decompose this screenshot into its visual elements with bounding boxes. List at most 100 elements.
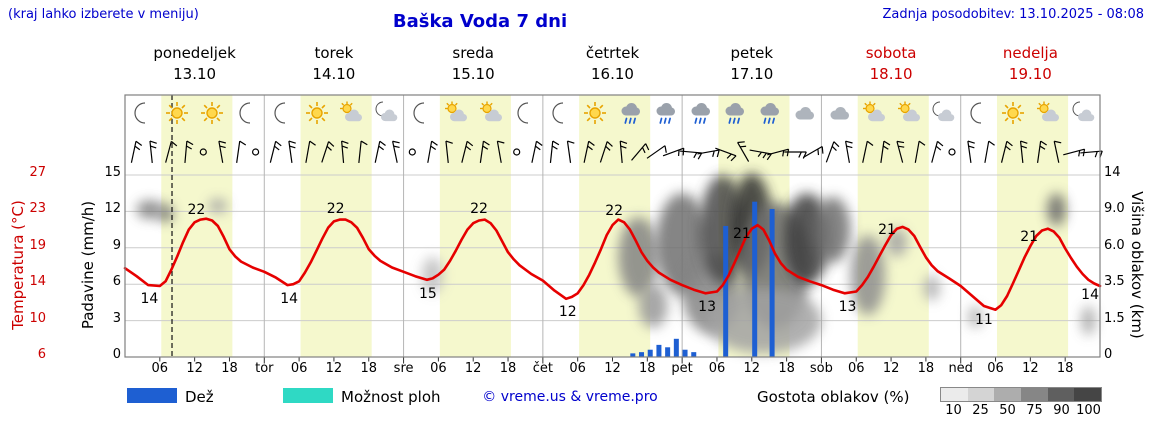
day-abbrev: čet (532, 361, 554, 376)
time-label: 18 (221, 361, 238, 376)
day-date-2: 15.10 (451, 65, 495, 83)
cloud-height-axis-tick: 9.0 (1104, 201, 1125, 217)
wind-barb (184, 140, 194, 164)
temp-value-label: 14 (140, 291, 159, 308)
wind-barb (358, 140, 368, 164)
wind-barb (566, 140, 575, 163)
weather-icon-moon (408, 100, 434, 126)
day-name-3: četrtek (585, 44, 640, 62)
temp-value-label: 14 (280, 290, 299, 307)
weather-icon-cloud (826, 100, 852, 126)
temp-value-label: 21 (1020, 228, 1039, 245)
wind-barb (825, 141, 840, 163)
day-date-6: 19.10 (1008, 65, 1052, 83)
time-label: 18 (778, 361, 795, 376)
day-abbrev: tor (255, 361, 274, 376)
wind-barb (619, 140, 628, 164)
temp-value-label: 21 (732, 226, 751, 243)
wind-barb (236, 140, 247, 163)
cloud-scale-tick: 90 (1053, 403, 1070, 418)
weather-icon-moon (269, 100, 295, 126)
day-date-5: 18.10 (869, 65, 913, 83)
temp-value-label: 12 (558, 304, 577, 321)
weather-icon-partly (1035, 100, 1061, 126)
cloud-density-scale-segment (1074, 388, 1102, 401)
wind-barb (880, 140, 891, 163)
day-name-2: sreda (452, 44, 494, 62)
temp-value-label: 15 (418, 285, 437, 302)
day-abbrev: pet (671, 361, 693, 376)
wind-barb (844, 140, 853, 163)
time-axis-ticks (159, 357, 1066, 364)
temp-value-label: 22 (187, 201, 206, 218)
plot-frame (124, 94, 1101, 358)
cloud-scale-tick: 10 (945, 403, 962, 418)
temp-axis-tick: 19 (29, 237, 46, 253)
time-label: 12 (464, 361, 482, 376)
wind-barb (445, 140, 453, 164)
wind-barb (130, 140, 143, 163)
weather-icon-moon (512, 100, 538, 126)
cloud-height-axis-tick: 14 (1104, 165, 1121, 180)
wind-barb (513, 148, 521, 156)
temp-value-label: 22 (326, 200, 345, 217)
time-label: 12 (882, 361, 900, 376)
weather-icon-rain (721, 100, 747, 126)
precip-axis-tick: 6 (112, 274, 121, 290)
wind-barb (461, 140, 474, 163)
cloud-height-axis-tick: 1.5 (1104, 310, 1125, 326)
rain-legend-swatch (127, 388, 177, 403)
temp-value-label: 13 (838, 298, 857, 315)
time-label: 06 (569, 361, 586, 376)
precip-axis-tick: 15 (104, 165, 121, 180)
rain-legend-label: Dež (185, 388, 214, 406)
weather-icon-moon (547, 100, 573, 126)
precip-axis-tick: 12 (104, 201, 121, 217)
cloud-density-scale-segment (1021, 388, 1048, 401)
wind-barb (321, 141, 335, 163)
temp-value-label: 22 (605, 203, 624, 220)
time-label: 18 (1056, 361, 1074, 376)
time-label: 06 (708, 361, 726, 376)
wind-barb (199, 148, 207, 156)
time-label: 18 (639, 361, 656, 376)
weather-icon-partly (338, 100, 364, 126)
cloud-scale-tick: 25 (972, 403, 989, 418)
wind-barb (218, 140, 226, 163)
cloud-density-scale (940, 387, 1102, 402)
wind-barb (1053, 140, 1062, 163)
temp-axis-tick: 10 (29, 310, 46, 326)
time-label: 12 (604, 361, 621, 376)
wind-barb (392, 140, 400, 163)
weather-icon-partly (861, 100, 887, 126)
copyright-link[interactable]: © vreme.us & vreme.pro (482, 389, 658, 405)
wind-barb (914, 140, 926, 163)
time-label: 06 (987, 361, 1004, 376)
precip-axis-tick: 9 (112, 237, 121, 253)
time-label: 06 (848, 361, 865, 376)
wind-barb (749, 149, 772, 161)
wind-barb (646, 145, 667, 159)
wind-barb (165, 140, 178, 163)
wind-barb (631, 143, 650, 161)
wind-barb (1036, 140, 1047, 163)
wind-barb (984, 140, 995, 163)
precip-axis-tick: 0 (112, 347, 121, 362)
wind-barb (149, 140, 157, 164)
cloud-scale-tick: 75 (1026, 403, 1043, 418)
time-label: 12 (743, 361, 761, 376)
cloud-density-label: Gostota oblakov (%) (757, 388, 910, 406)
wind-barb (862, 140, 874, 163)
wind-barb (408, 148, 416, 156)
cloud-height-axis-tick: 0 (1104, 347, 1113, 362)
cloud-density-scale-segment (967, 388, 995, 401)
day-date-4: 17.10 (730, 65, 774, 83)
cloud-density-scale-segment (941, 388, 968, 401)
weather-icon-rain (652, 100, 678, 126)
day-date-1: 14.10 (312, 65, 356, 83)
page-title: Baška Voda 7 dni (392, 11, 568, 32)
time-label: 06 (151, 361, 169, 376)
